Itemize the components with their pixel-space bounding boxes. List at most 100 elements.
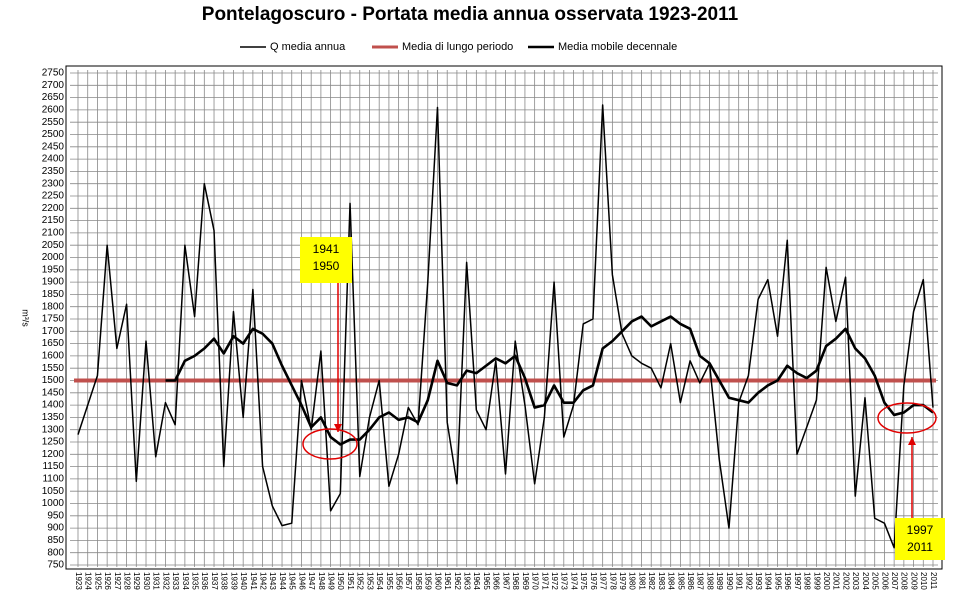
y-tick-label: 1650 — [42, 338, 65, 349]
y-tick-label: 2100 — [42, 228, 65, 239]
chart-title: Pontelagoscuro - Portata media annua oss… — [202, 4, 739, 25]
y-tick-label: 2550 — [42, 117, 65, 128]
x-tick-label: 1997 — [793, 572, 802, 590]
x-tick-label: 1965 — [482, 572, 491, 590]
x-tick-label: 1983 — [657, 572, 666, 590]
y-tick-label: 1100 — [42, 474, 64, 485]
y-tick-label: 1950 — [42, 264, 65, 275]
x-tick-label: 1993 — [754, 572, 763, 590]
y-axis-label: m³/s — [21, 309, 31, 327]
y-tick-label: 1400 — [42, 400, 65, 411]
y-tick-label: 750 — [47, 560, 64, 571]
annotation-text: 1997 — [907, 523, 934, 537]
x-tick-label: 1964 — [472, 572, 481, 590]
y-tick-label: 1700 — [42, 326, 65, 337]
y-tick-label: 1900 — [42, 277, 65, 288]
y-tick-label: 2250 — [42, 191, 65, 202]
x-tick-label: 1923 — [74, 572, 83, 590]
x-tick-label: 2009 — [909, 572, 918, 590]
x-tick-label: 1925 — [93, 572, 102, 590]
legend-label: Q media annua — [270, 41, 346, 53]
x-tick-label: 1986 — [686, 572, 695, 590]
x-tick-label: 1966 — [492, 572, 501, 590]
x-tick-label: 1977 — [599, 572, 608, 590]
x-tick-label: 1981 — [637, 572, 646, 590]
highlight-ellipse — [877, 402, 937, 434]
x-tick-label: 1931 — [152, 572, 161, 590]
y-tick-label: 2300 — [42, 178, 65, 189]
x-tick-label: 1968 — [511, 572, 520, 590]
x-tick-label: 1995 — [773, 572, 782, 590]
x-tick-label: 2011 — [929, 572, 938, 590]
y-tick-label: 1450 — [42, 387, 65, 398]
x-tick-label: 1947 — [307, 572, 316, 590]
y-tick-label: 2700 — [42, 80, 65, 91]
x-tick-label: 1935 — [190, 572, 199, 590]
x-tick-label: 1990 — [725, 572, 734, 590]
series-line — [77, 104, 934, 549]
x-tick-label: 1951 — [346, 572, 355, 590]
x-tick-label: 1939 — [229, 572, 238, 590]
x-tick-label: 1932 — [161, 572, 170, 590]
x-tick-label: 2008 — [900, 572, 909, 590]
highlight-ellipse — [302, 428, 358, 460]
x-tick-label: 1958 — [414, 572, 423, 590]
annotation-text: 1950 — [313, 259, 340, 273]
x-tick-label: 1969 — [521, 572, 530, 590]
legend-label: Media di lungo periodo — [402, 41, 513, 53]
y-tick-label: 1300 — [42, 424, 65, 435]
y-tick-label: 2050 — [42, 240, 65, 251]
x-tick-label: 1970 — [531, 572, 540, 590]
series-line — [165, 315, 934, 446]
x-tick-label: 1927 — [113, 572, 122, 590]
x-tick-label: 1944 — [278, 572, 287, 590]
x-tick-label: 1974 — [569, 572, 578, 590]
y-tick-label: 1000 — [42, 498, 65, 509]
x-tick-label: 1954 — [375, 572, 384, 590]
y-tick-label: 2650 — [42, 92, 65, 103]
y-tick-label: 2150 — [42, 215, 65, 226]
x-tick-label: 1975 — [579, 572, 588, 590]
x-tick-label: 1929 — [132, 572, 141, 590]
x-tick-label: 1999 — [812, 572, 821, 590]
x-tick-label: 2001 — [832, 572, 841, 590]
y-tick-label: 2200 — [42, 203, 65, 214]
x-tick-label: 1928 — [122, 572, 131, 590]
x-tick-label: 2010 — [919, 572, 928, 590]
arrow-head — [908, 437, 916, 445]
x-tick-label: 1957 — [404, 572, 413, 590]
x-tick-label: 1972 — [550, 572, 559, 590]
annotation-box — [300, 237, 352, 283]
x-tick-label: 1962 — [453, 572, 462, 590]
legend-label: Media mobile decennale — [558, 41, 677, 53]
y-tick-label: 2450 — [42, 141, 65, 152]
x-tick-label: 1943 — [268, 572, 277, 590]
x-tick-label: 2006 — [880, 572, 889, 590]
x-tick-label: 1924 — [84, 572, 93, 590]
y-tick-label: 850 — [47, 535, 64, 546]
x-tick-label: 2002 — [841, 572, 850, 590]
x-tick-label: 2007 — [890, 572, 899, 590]
x-tick-label: 1971 — [540, 572, 549, 590]
y-tick-label: 2750 — [42, 68, 65, 79]
x-tick-label: 1961 — [443, 572, 452, 590]
y-tick-label: 800 — [47, 547, 64, 558]
x-tick-label: 1996 — [783, 572, 792, 590]
x-tick-label: 1955 — [385, 572, 394, 590]
x-tick-label: 1948 — [317, 572, 326, 590]
x-tick-label: 2003 — [851, 572, 860, 590]
y-tick-label: 1800 — [42, 301, 65, 312]
x-tick-label: 1980 — [628, 572, 637, 590]
x-tick-label: 1973 — [560, 572, 569, 590]
y-tick-label: 1600 — [42, 351, 65, 362]
y-tick-label: 1550 — [42, 363, 65, 374]
x-tick-label: 1942 — [258, 572, 267, 590]
x-tick-label: 1945 — [288, 572, 297, 590]
x-tick-label: 1987 — [696, 572, 705, 590]
annotation-text: 1941 — [313, 242, 340, 256]
x-tick-label: 1953 — [365, 572, 374, 590]
y-tick-label: 1850 — [42, 289, 65, 300]
y-tick-label: 1250 — [42, 437, 65, 448]
x-tick-label: 1978 — [608, 572, 617, 590]
y-tick-label: 900 — [47, 523, 64, 534]
